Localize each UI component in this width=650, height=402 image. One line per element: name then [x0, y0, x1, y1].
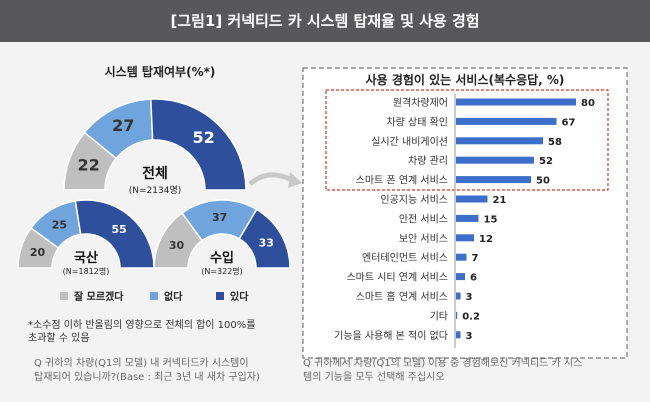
bar-value-label: 80	[581, 98, 595, 109]
highlight-box	[325, 89, 609, 191]
legend-label: 잘 모르겠다	[74, 290, 124, 303]
gauge-sample-size: (N=322명)	[201, 266, 243, 276]
gauge-group-name: 국산	[74, 250, 98, 266]
bar-value-label: 7	[472, 253, 479, 264]
legend-swatch	[150, 292, 158, 300]
page-title: [그림1] 커넥티드 카 시스템 탑재율 및 사용 경험	[0, 0, 650, 42]
gauge-value-label: 30	[169, 239, 185, 252]
left-question-line2: 탑재되어 있습니까?(Base : 최근 3년 내 새차 구입자)	[34, 372, 260, 383]
bar-category-label: 보안 서비스	[399, 233, 448, 245]
legend-swatch	[60, 292, 68, 300]
bar	[456, 214, 479, 222]
arrow-head	[288, 172, 302, 188]
gauge-value-label: 22	[77, 155, 99, 174]
bar-value-label: 3	[466, 292, 473, 303]
bar	[456, 98, 576, 106]
gauge-value-label: 27	[112, 116, 134, 135]
legend-label: 있다	[230, 290, 249, 303]
left-question-line1: Q 귀하의 차량(Q1의 모델) 내 커넥티드카 시스템이	[34, 358, 249, 369]
bar-category-label: 실시간 내비게이션	[371, 136, 448, 148]
bar	[456, 117, 557, 125]
services-panel	[302, 67, 628, 359]
gauge-value-label: 25	[52, 219, 67, 232]
bar	[456, 234, 474, 242]
flow-arrow	[248, 172, 294, 186]
right-question-line1: Q 귀하께서 차량(Q1의 모델) 이용 중 경험해보신 커넥티드 카 시스	[303, 358, 583, 369]
gauge-group-name: 수입	[210, 251, 234, 266]
gauge-charts: 22 27 52 전체 (N=2134명) 20 25 55 국산(N=1812명) 30 37 33…	[17, 98, 291, 276]
bar-category-label: 엔터테인먼트 서비스	[362, 252, 448, 264]
bar-category-label: 안전 서비스	[399, 213, 448, 225]
bar	[456, 253, 467, 261]
gauge-value-label: 33	[259, 237, 274, 250]
bar-category-label: 차량 상태 확인	[386, 116, 448, 128]
gauge-value-label: 52	[193, 128, 215, 147]
gauge-value-label: 20	[30, 246, 46, 259]
bar	[456, 273, 465, 281]
left-chart-title: 시스템 탑재여부(%*)	[105, 64, 216, 79]
legend-swatch	[216, 292, 224, 300]
bar-value-label: 21	[493, 195, 507, 206]
gauge-value-label: 37	[212, 211, 227, 224]
bar	[456, 292, 461, 300]
legend: 잘 모르겠다 없다 있다	[60, 290, 249, 303]
bar-value-label: 52	[539, 156, 553, 167]
bar-category-label: 스마트 시티 연계 서비스	[346, 272, 448, 284]
bar	[456, 311, 458, 319]
gauge-group-name: 전체	[142, 165, 168, 182]
bar-category-label: 인공지능 서비스	[380, 194, 448, 206]
gauge-segment	[149, 98, 247, 191]
bar-value-label: 6	[470, 273, 477, 284]
bar-value-label: 0.2	[462, 311, 480, 322]
right-chart-title: 사용 경험이 있는 서비스(복수응답, %)	[366, 72, 565, 87]
bar	[456, 195, 488, 203]
rounding-note-line2: 초과할 수 있음	[28, 333, 90, 344]
gauge-sample-size: (N=2134명)	[129, 185, 181, 196]
gauge-sample-size: (N=1812명)	[63, 266, 110, 276]
gauge-value-label: 55	[111, 223, 126, 236]
bar-value-label: 3	[466, 331, 473, 342]
bar-category-label: 원격차량제어	[393, 96, 448, 109]
bar-category-label: 스마트 홈 연계 서비스	[356, 290, 448, 303]
bar	[456, 137, 543, 145]
bar-value-label: 58	[548, 137, 562, 148]
gauge-segment	[238, 208, 291, 269]
bar-category-label: 스마트 폰 연계 서비스	[356, 175, 448, 187]
bar	[456, 331, 461, 339]
bar	[456, 176, 531, 184]
bar-value-label: 15	[484, 214, 498, 225]
legend-label: 없다	[164, 290, 183, 303]
bar-category-label: 기타	[430, 310, 448, 322]
bar-value-label: 67	[562, 117, 576, 128]
bar-category-label: 기능을 사용해 본 적이 없다	[334, 329, 448, 342]
bar-value-label: 50	[536, 176, 550, 187]
bar-category-label: 차량 관리	[408, 155, 448, 167]
bar-value-label: 12	[479, 234, 493, 245]
bar	[456, 156, 534, 164]
right-question-line2: 템의 기능을 모두 선택해 주십시오	[303, 372, 445, 383]
rounding-note-line1: *소수점 이하 반올림의 영향으로 전체의 합이 100%를	[28, 320, 256, 331]
